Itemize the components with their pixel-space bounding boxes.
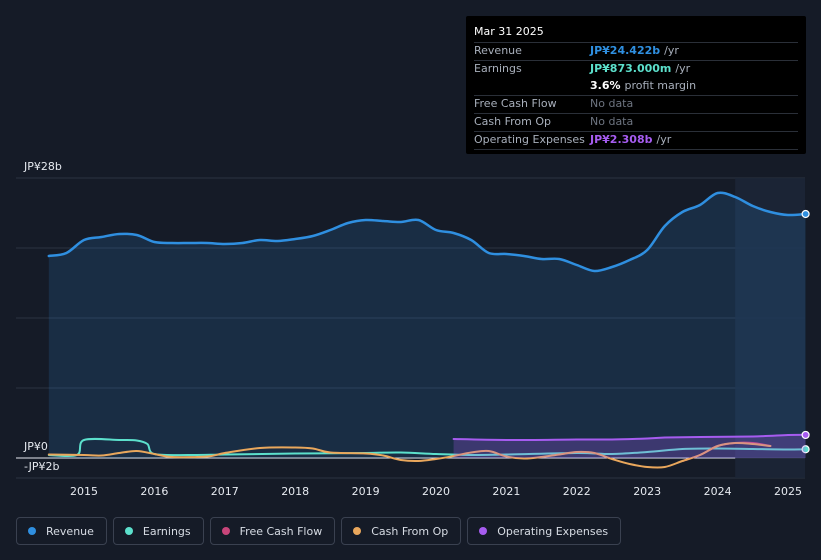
y-tick-top: JP¥28b [24,160,62,173]
tooltip-label: Revenue [474,44,522,57]
revenue-dot-icon [28,527,36,535]
tooltip-earnings-value: JP¥873.000m [590,62,672,75]
legend: Revenue Earnings Free Cash Flow Cash Fro… [16,517,622,545]
x-tick-label: 2024 [704,485,732,498]
cash-from-op-line [47,441,772,469]
legend-label: Earnings [142,524,191,538]
tooltip-label: Cash From Op [474,115,552,128]
x-tick-label: 2015 [70,485,98,498]
tooltip-fcf-value: No data [590,97,634,110]
tooltip-unit: /yr [656,133,672,146]
legend-label: Operating Expenses [497,524,609,538]
tooltip-cfo-value: No data [590,115,634,128]
revenue-area [48,192,806,458]
x-tick-label: 2023 [633,485,661,498]
tooltip-row-cfo: Cash From Op No data [474,113,798,131]
revenue-end-point [801,209,810,219]
operating-expenses-dot-icon [479,527,488,535]
x-tick-label: 2018 [281,485,309,498]
free-cash-flow-dot-icon [221,527,230,535]
revenue-line [47,191,807,273]
legend-label: Revenue [46,524,94,538]
y-tick-bottom: -JP¥2b [24,460,60,473]
tooltip-row-earnings: Earnings JP¥873.000m /yr [474,60,798,78]
tooltip-row-opex: Operating Expenses JP¥2.308b /yr [474,131,798,149]
operating-expenses-line [452,433,807,442]
tooltip-row-fcf: Free Cash Flow No data [474,95,798,113]
legend-item-cash-from-op[interactable]: Cash From Op [341,517,462,545]
earnings-dot-icon [124,527,133,535]
legend-item-operating-expenses[interactable]: Operating Expenses [467,517,622,545]
tooltip-label: Free Cash Flow [474,97,557,110]
tooltip-margin-text: profit margin [624,79,697,92]
legend-item-earnings[interactable]: Earnings [112,517,204,545]
chart: 2015 2016 2017 2018 2019 2020 2021 2022 2023 2024… [16,177,810,498]
tooltip-date: Mar 31 2025 [474,25,544,38]
x-tick-label: 2016 [140,485,168,498]
tooltip: Mar 31 2025 Revenue JP¥24.422b /yr Earni… [466,16,806,154]
legend-item-revenue[interactable]: Revenue [16,517,107,545]
x-tick-label: 2021 [492,485,520,498]
x-tick-label: 2020 [422,485,450,498]
tooltip-revenue-value: JP¥24.422b [590,44,661,57]
forecast-shade [735,178,805,478]
legend-item-free-cash-flow[interactable]: Free Cash Flow [209,517,336,545]
tooltip-label: Earnings [474,62,522,75]
tooltip-label: Operating Expenses [474,133,585,146]
operating-expenses-end-point [801,430,810,440]
x-tick-label: 2017 [211,485,239,498]
tooltip-unit: /yr [664,44,679,57]
tooltip-opex-value: JP¥2.308b [590,133,653,146]
tooltip-row-revenue: Revenue JP¥24.422b /yr [474,42,798,60]
cash-from-op-dot-icon [353,527,362,535]
y-tick-zero: JP¥0 [24,440,48,453]
tooltip-row-margin: 3.6% profit margin [474,78,798,95]
x-tick-label: 2019 [352,485,380,498]
tooltip-unit: /yr [675,62,691,75]
legend-label: Cash From Op [371,524,449,538]
legend-label: Free Cash Flow [239,524,323,538]
x-tick-label: 2025 [774,485,802,498]
tooltip-margin-value: 3.6% [590,79,621,92]
earnings-end-point [801,445,810,454]
earnings-line [47,437,807,458]
x-tick-label: 2022 [563,485,591,498]
